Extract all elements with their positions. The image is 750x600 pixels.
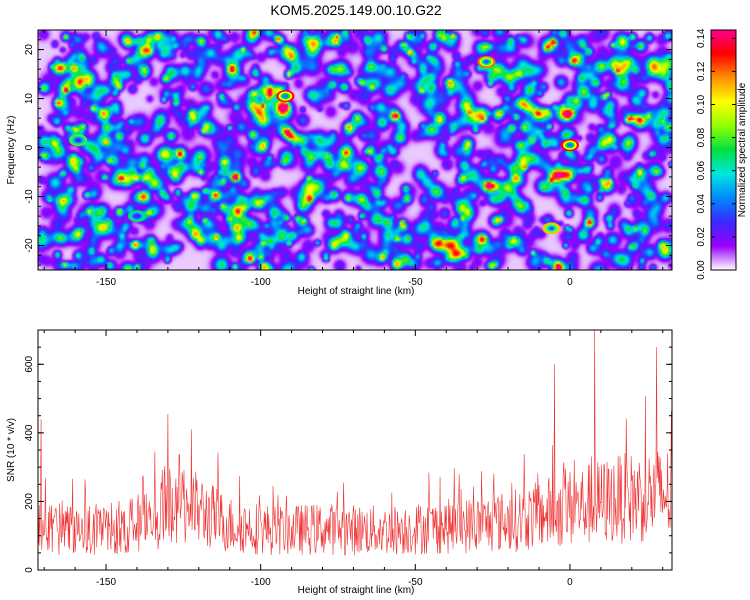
colorbar: 0.00 0.02 0.04 0.06 0.08 0.10 0.12 0.14 Normali… — [696, 28, 748, 280]
spectrogram-x-axis-label: Height of straight line (km) — [298, 286, 415, 297]
spectrogram-panel: -150 -100 -50 0 20 10 0 -10 -20 Height of strai… — [6, 29, 673, 297]
colorbar-tick-label: 0.12 — [696, 61, 707, 81]
spectrogram-peak — [548, 226, 555, 231]
spectrogram-y-tick-label: -20 — [24, 238, 35, 253]
spectrogram-peaks — [69, 55, 579, 235]
spectrogram-y-ticks: 20 10 0 -10 -20 — [24, 29, 672, 266]
colorbar-tick-label: 0.00 — [696, 260, 707, 280]
spectrogram-y-tick-label: 10 — [24, 93, 35, 105]
spectrogram-peak — [134, 214, 140, 218]
snr-x-tick-label: -100 — [251, 577, 271, 588]
snr-x-tick-label: -150 — [96, 577, 116, 588]
spectrogram-peak — [483, 60, 490, 64]
colorbar-tick-label: 0.14 — [696, 28, 707, 48]
spectrogram-peak — [567, 143, 573, 147]
snr-x-ticks: -150 -100 -50 0 — [43, 330, 664, 588]
colorbar-tick-label: 0.08 — [696, 127, 707, 147]
spectrogram-y-tick-label: -10 — [24, 189, 35, 204]
colorbar-tick-label: 0.02 — [696, 227, 707, 247]
snr-y-ticks: 0 200 400 600 — [24, 329, 672, 573]
colorbar-label: Normalized spectral amplitude — [737, 82, 748, 217]
spectrogram-x-tick-label: -150 — [96, 277, 116, 288]
spectrogram-x-ticks: -150 -100 -50 0 — [43, 30, 664, 288]
spectrogram-x-tick-label: -100 — [251, 277, 271, 288]
spectrogram-y-tick-label: 0 — [24, 144, 35, 150]
snr-y-tick-label: 200 — [24, 493, 35, 510]
snr-x-tick-label: -50 — [408, 577, 423, 588]
snr-y-tick-label: 400 — [24, 424, 35, 441]
snr-y-axis-label: SNR (10 * v/v) — [6, 418, 17, 482]
spectrogram-x-tick-label: 0 — [567, 277, 573, 288]
colorbar-ticks: 0.00 0.02 0.04 0.06 0.08 0.10 0.12 0.14 — [696, 28, 736, 280]
snr-x-tick-label: 0 — [567, 577, 573, 588]
spectrogram-peak — [75, 138, 81, 143]
spectrogram-y-tick-label: 20 — [24, 44, 35, 56]
spectrogram-frame — [37, 29, 673, 271]
chart-title: KOM5.2025.149.00.10.G22 — [270, 2, 441, 18]
colorbar-gradient — [711, 30, 736, 270]
colorbar-tick-label: 0.06 — [696, 161, 707, 181]
spectrogram-peak — [282, 94, 289, 98]
spectrogram-image — [38, 30, 672, 270]
snr-series-line — [38, 330, 672, 556]
snr-panel: -150 -100 -50 0 0 200 400 600 Height of straig… — [6, 329, 673, 596]
colorbar-frame — [710, 29, 737, 271]
colorbar-tick-label: 0.10 — [696, 94, 707, 114]
snr-y-tick-label: 600 — [24, 356, 35, 373]
snr-y-tick-label: 0 — [24, 567, 35, 573]
spectrogram-y-axis-label: Frequency (Hz) — [6, 116, 17, 185]
snr-x-axis-label: Height of straight line (km) — [298, 585, 415, 596]
colorbar-tick-label: 0.04 — [696, 194, 707, 214]
spectrogram-x-tick-label: -50 — [408, 277, 423, 288]
